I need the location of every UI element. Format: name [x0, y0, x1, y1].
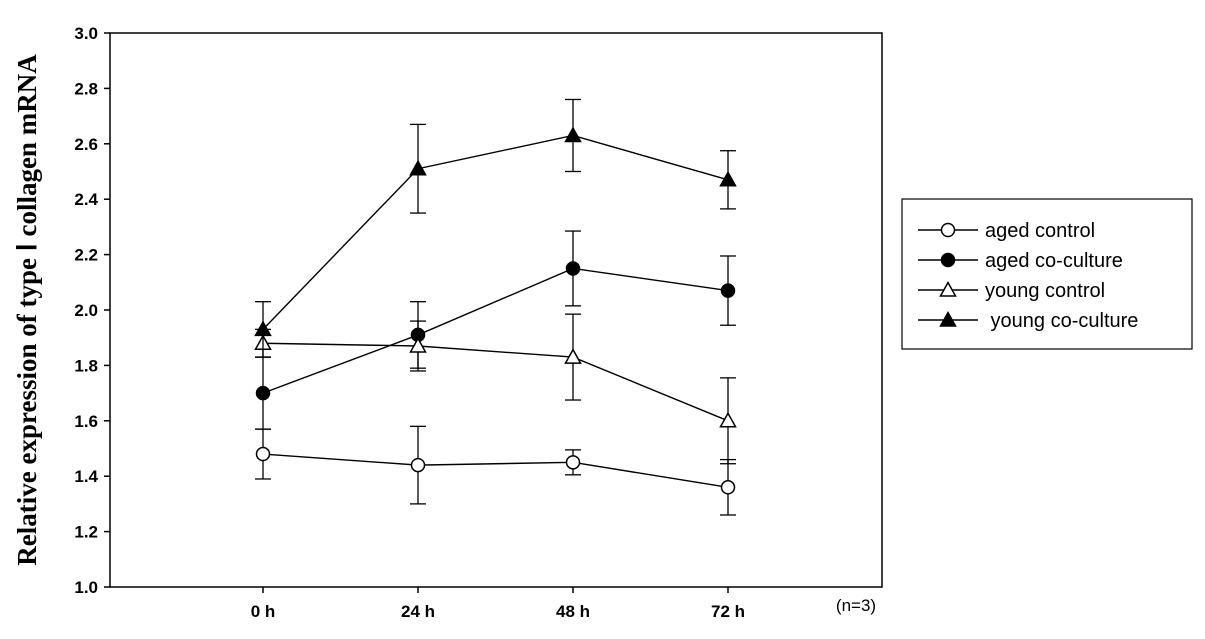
data-point	[719, 411, 737, 428]
y-tick-label: 1.4	[74, 467, 98, 486]
legend-label: young co-culture	[985, 310, 1138, 332]
data-point	[410, 457, 426, 473]
y-tick-label: 1.2	[74, 523, 98, 542]
x-tick-label: 0 h	[251, 602, 276, 621]
data-point	[409, 159, 427, 176]
data-point	[255, 385, 271, 401]
legend-marker	[939, 310, 957, 327]
data-point	[719, 170, 737, 187]
series-young-control	[254, 313, 737, 465]
x-axis: 0 h 24 h 48 h 72 h	[251, 587, 745, 621]
series-young-co-culture	[254, 98, 737, 358]
legend-label: aged co-culture	[985, 250, 1123, 272]
series-line	[262, 267, 729, 394]
series-aged-co-culture	[255, 230, 736, 430]
y-tick-label: 1.8	[74, 356, 98, 375]
series-line	[262, 453, 729, 488]
sample-size-note: (n=3)	[836, 596, 876, 615]
x-tick-label: 24 h	[401, 602, 435, 621]
data-point	[255, 446, 271, 462]
y-axis: 1.0 1.2 1.4 1.6 1.8 2.0 2.2 2.4 2.6 2.8 3.0	[74, 24, 110, 597]
legend-marker	[940, 252, 956, 268]
data-point	[564, 126, 582, 143]
legend-item: young control	[918, 280, 1105, 302]
x-tick-label: 72 h	[711, 602, 745, 621]
y-tick-label: 2.8	[74, 79, 98, 98]
data-point	[565, 455, 581, 470]
legend-label: young control	[985, 280, 1105, 302]
series-aged-control	[255, 425, 736, 516]
plot-frame	[109, 32, 883, 588]
y-tick-label: 2.6	[74, 135, 98, 154]
y-tick-label: 1.6	[74, 412, 98, 431]
y-axis-label: Relative expression of type Ⅰ collagen m…	[12, 54, 42, 566]
y-tick-label: 3.0	[74, 24, 98, 43]
legend-item: young co-culture	[918, 310, 1138, 332]
data-point	[409, 336, 427, 353]
y-tick-label: 2.4	[74, 190, 98, 209]
y-tick-label: 1.0	[74, 578, 98, 597]
legend-items: aged control aged co-culture young control…	[918, 220, 1138, 332]
series-line	[262, 134, 729, 330]
data-point	[720, 480, 736, 495]
x-tick-label: 48 h	[556, 602, 590, 621]
series-layer	[254, 98, 737, 516]
legend-item: aged co-culture	[918, 250, 1123, 272]
legend-marker	[940, 222, 956, 238]
legend-label: aged control	[985, 220, 1095, 242]
legend: aged control aged co-culture young control…	[901, 198, 1193, 350]
y-tick-label: 2.0	[74, 301, 98, 320]
legend-item: aged control	[918, 220, 1095, 242]
data-point	[565, 261, 581, 276]
data-point	[254, 320, 272, 337]
data-point	[720, 283, 736, 298]
legend-marker	[939, 280, 957, 297]
data-point	[564, 348, 582, 364]
y-tick-label: 2.2	[74, 246, 98, 265]
series-line	[262, 342, 729, 422]
